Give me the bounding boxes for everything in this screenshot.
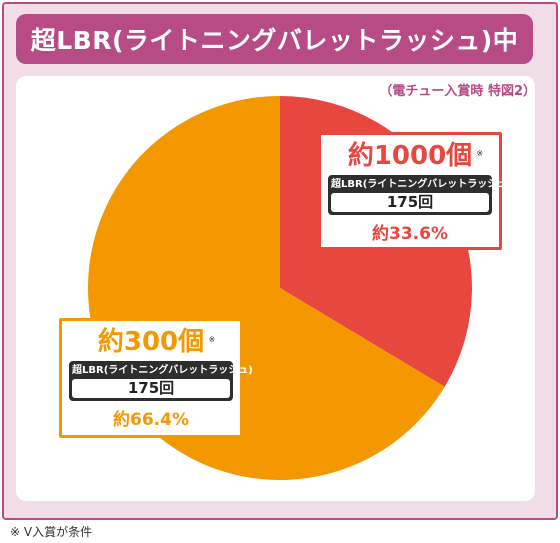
note-mark: ※ (208, 335, 216, 344)
mode-label: 超LBR(ライトニングバレットラッシュ) (331, 179, 512, 190)
percent-label: 約66.4% (113, 410, 189, 430)
chart-subtitle: （電チュー入賞時 特図2） (379, 84, 536, 99)
mode-box: 超LBR(ライトニングバレットラッシュ) 175回 (328, 175, 512, 215)
callout-big-label: 約300個 ※ (97, 327, 215, 357)
callout-slice-300: 約300個 ※ 超LBR(ライトニングバレットラッシュ) 175回 約66.4% (59, 318, 253, 438)
callout-big-label: 約1000個 ※ (347, 141, 483, 171)
mode-label: 超LBR(ライトニングバレットラッシュ) (72, 365, 253, 376)
mode-box: 超LBR(ライトニングバレットラッシュ) 175回 (69, 361, 253, 401)
callout-slice-1000: 約1000個 ※ 超LBR(ライトニングバレットラッシュ) 175回 約33.6% (318, 132, 512, 250)
count-value: 175回 (72, 379, 230, 398)
footer-note: ※ V入賞が条件 (10, 525, 93, 539)
count-value: 175回 (331, 193, 489, 212)
percent-label: 約33.6% (372, 224, 448, 244)
note-mark: ※ (476, 149, 484, 158)
chart-title: 超LBR(ライトニングバレットラッシュ)中 (16, 14, 533, 64)
payout-label: 約1000個 (347, 141, 473, 171)
payout-label: 約300個 (97, 327, 205, 357)
